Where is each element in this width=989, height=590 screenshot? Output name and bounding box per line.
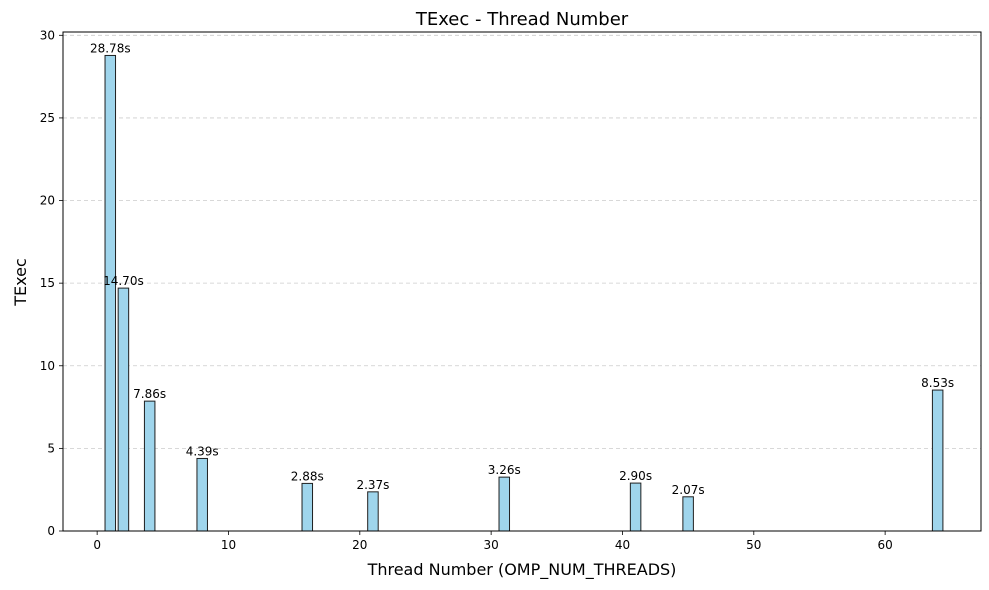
bar: [498, 476, 511, 532]
bar-value-label: 8.53s: [921, 376, 954, 390]
bar: [196, 457, 208, 532]
bar: [117, 287, 130, 532]
y-tick-label: 15: [40, 276, 55, 290]
y-tick-label: 10: [40, 359, 55, 373]
x-tick-label: 50: [746, 538, 761, 552]
bar-value-label: 28.78s: [90, 41, 131, 55]
plot-frame: [62, 31, 982, 532]
y-tick-label: 0: [47, 524, 55, 538]
bar-value-label: 2.90s: [619, 469, 652, 483]
bar: [143, 400, 156, 532]
y-tick-label: 20: [40, 194, 55, 208]
y-axis-label: TExec: [11, 258, 30, 307]
chart-title: TExec - Thread Number: [415, 9, 629, 30]
bar-value-label: 14.70s: [103, 274, 144, 288]
bar-value-label: 2.07s: [672, 483, 705, 497]
x-tick-label: 60: [877, 538, 892, 552]
y-grid: [63, 34, 981, 449]
bar-labels: 28.78s 14.70s 7.86s 4.39s 2.88s 2.37s 3.26s 2.9…: [90, 41, 954, 496]
bar: [367, 491, 379, 532]
y-axis-ticks: 0 5 10 15 20 25 30: [40, 28, 63, 538]
bar: [629, 482, 642, 532]
bar-value-label: 7.86s: [133, 387, 166, 401]
x-tick-label: 20: [352, 538, 367, 552]
x-axis-label: Thread Number (OMP_NUM_THREADS): [367, 560, 677, 580]
bar: [682, 496, 694, 532]
bar: [104, 54, 117, 532]
bar-value-label: 2.37s: [356, 478, 389, 492]
y-tick-label: 30: [40, 28, 55, 42]
x-tick-label: 10: [221, 538, 236, 552]
bars: [104, 54, 944, 532]
y-tick-label: 5: [47, 441, 55, 455]
y-tick-label: 25: [40, 111, 55, 125]
bar-value-label: 3.26s: [488, 463, 521, 477]
x-tick-label: 30: [483, 538, 498, 552]
x-tick-label: 0: [93, 538, 101, 552]
x-tick-label: 40: [615, 538, 630, 552]
bar: [931, 389, 944, 532]
bar-value-label: 2.88s: [291, 469, 324, 483]
bar: [301, 482, 314, 532]
x-axis-ticks: 0 10 20 30 40 50 60: [93, 531, 893, 552]
bar-value-label: 4.39s: [186, 444, 219, 458]
